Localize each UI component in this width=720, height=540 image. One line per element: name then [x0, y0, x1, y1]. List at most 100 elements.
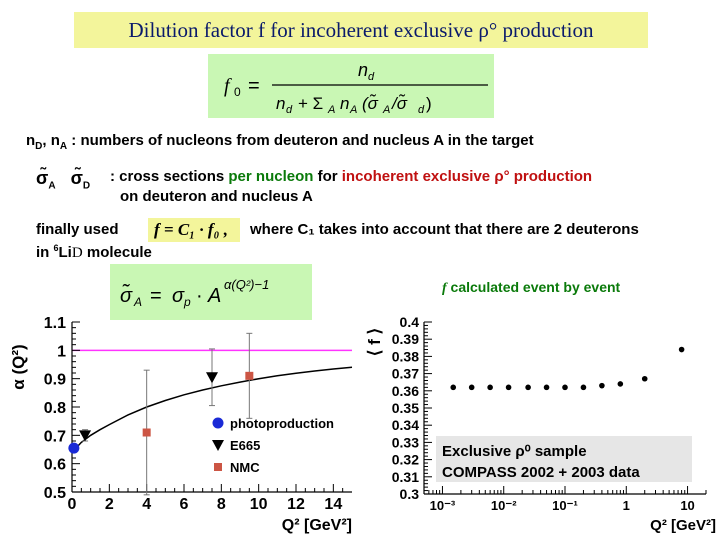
svg-text:A: A [207, 285, 221, 307]
svg-text:(σ̃: (σ̃ [362, 93, 379, 113]
y-tick-label: 0.35 [392, 400, 419, 416]
y-tick-label: 0.31 [392, 469, 419, 485]
cross-section-text: : cross sections per nucleon for incoher… [110, 168, 593, 185]
legend-e665-marker [212, 440, 224, 451]
y-tick-label: 0.39 [392, 331, 419, 347]
mean-f-chart: 0.30.310.32 0.330.340.350.360.37 0.380.390… [365, 314, 716, 534]
y-tick-label: 0.3 [400, 486, 420, 502]
y-tick-label: 1 [57, 343, 66, 360]
mean-f-point [543, 384, 550, 391]
f-event-by-event-caption: f calculated event by event [442, 279, 621, 296]
y-tick-label: 0.5 [44, 485, 66, 502]
legend-nmc-marker [214, 463, 222, 471]
svg-text:A: A [349, 104, 357, 116]
y-tick-label: 0.33 [392, 434, 419, 450]
svg-text:p: p [183, 295, 191, 309]
x-tick-label: 10⁻² [491, 498, 517, 513]
y-tick-label: 0.8 [44, 400, 66, 417]
svg-text:=: = [150, 285, 162, 307]
svg-text:): ) [426, 94, 432, 113]
mean-f-point [617, 381, 624, 387]
x-tick-label: 10⁻³ [430, 498, 456, 513]
svg-text:d: d [286, 104, 293, 116]
svg-text:·: · [196, 285, 203, 307]
f-formula-highlight: f = C₁ · f₀ , [148, 218, 240, 242]
legend-photoproduction-marker [212, 417, 224, 429]
svg-text:σ: σ [172, 285, 185, 307]
annotation-line-2: COMPASS 2002 + 2003 data [442, 464, 640, 481]
fit-curve [71, 366, 353, 453]
sigma-formula: σ̃ A = σ p · A α(Q²)−1 [120, 277, 269, 309]
x-tick-label: 10 [250, 496, 268, 513]
svg-text:/σ̃: /σ̃ [391, 93, 408, 113]
annotation-line-1: Exclusive ρ⁰ sample [442, 443, 587, 460]
mean-f-point [487, 384, 493, 391]
svg-text:+ Σ: + Σ [298, 94, 323, 113]
mean-f-point [505, 384, 512, 391]
x-tick-label: 4 [142, 496, 151, 513]
svg-text:A: A [327, 104, 335, 116]
mean-f-point [580, 384, 587, 391]
y-tick-label: 1.1 [44, 315, 66, 332]
annotation-box [436, 436, 692, 482]
x-axis-label: Q² [GeV²] [282, 517, 352, 534]
y-tick-label: 0.4 [400, 314, 420, 330]
legend-label: NMC [230, 460, 260, 475]
y-tick-label: 0.38 [392, 348, 419, 364]
mean-f-point [562, 384, 568, 391]
y-tick-label: 0.9 [44, 372, 66, 389]
x-tick-label: 10⁻¹ [552, 498, 578, 513]
mean-f-point [599, 382, 605, 389]
f0-formula: f 0 = n d n d + Σ A n A (σ̃ A /σ̃ d ) [224, 60, 488, 116]
svg-text:0: 0 [234, 85, 241, 99]
x-axis-label: Q² [GeV²] [650, 517, 716, 534]
mean-f-point [678, 346, 685, 353]
e665-point [79, 430, 92, 442]
e665-point [206, 372, 218, 384]
sigma-symbols: σ̃A σ̃D [36, 168, 91, 192]
sigma-formula-box: σ̃ A = σ p · A α(Q²)−1 [110, 264, 312, 320]
svg-text:f: f [224, 75, 232, 97]
x-tick-label: 0 [68, 496, 77, 513]
legend-label: E665 [230, 438, 260, 453]
y-axis-label: α (Q²) [9, 344, 28, 389]
cross-section-text-2: on deuteron and nucleus A [120, 188, 313, 205]
legend-label: photoproduction [230, 416, 334, 431]
mean-f-point [525, 384, 531, 391]
x-tick-label: 10 [680, 498, 694, 513]
svg-text:n: n [340, 94, 349, 113]
x-tick-label: 2 [105, 496, 114, 513]
svg-text:α(Q²)−1: α(Q²)−1 [224, 277, 269, 292]
photoproduction-point [68, 442, 80, 454]
y-tick-label: 0.32 [392, 452, 419, 468]
svg-text:σ̃: σ̃ [120, 283, 133, 307]
svg-text:d: d [418, 104, 425, 116]
svg-text:A: A [382, 104, 390, 116]
y-tick-label: 0.36 [392, 383, 419, 399]
svg-text:n: n [276, 94, 285, 113]
svg-text:n: n [358, 60, 368, 80]
svg-text:d: d [368, 71, 375, 83]
finally-used-text: finally used [36, 221, 119, 238]
nmc-point [245, 371, 254, 380]
y-tick-label: 0.37 [392, 366, 419, 382]
mean-f-point [468, 384, 475, 391]
svg-text:=: = [248, 75, 260, 97]
mean-f-point [450, 384, 457, 391]
x-tick-label: 12 [287, 496, 305, 513]
f0-formula-box: f 0 = n d n d + Σ A n A (σ̃ A /σ̃ d ) [208, 54, 494, 118]
mean-f-point [641, 375, 648, 382]
nucleon-numbers-text: nD, nA : numbers of nucleons from deuter… [26, 132, 534, 152]
y-tick-label: 0.6 [44, 457, 66, 474]
alpha-q2-chart: 0.5 0.6 0.7 0.8 0.9 1 1.1 0 2 4 6 8 10 12 14 Q² [GeV²] α… [9, 315, 353, 534]
x-tick-label: 6 [180, 496, 189, 513]
x-tick-label: 14 [324, 496, 342, 513]
y-tick-label: 0.34 [392, 417, 419, 433]
y-tick-label: 0.7 [44, 428, 66, 445]
c1-explanation-text: where C₁ takes into account that there a… [250, 221, 639, 238]
molecule-text: in 6LiD molecule [36, 243, 152, 261]
y-axis-label: ⟨ f ⟩ [365, 328, 384, 356]
svg-text:A: A [133, 295, 142, 309]
x-tick-label: 1 [623, 498, 630, 513]
x-tick-label: 8 [217, 496, 226, 513]
